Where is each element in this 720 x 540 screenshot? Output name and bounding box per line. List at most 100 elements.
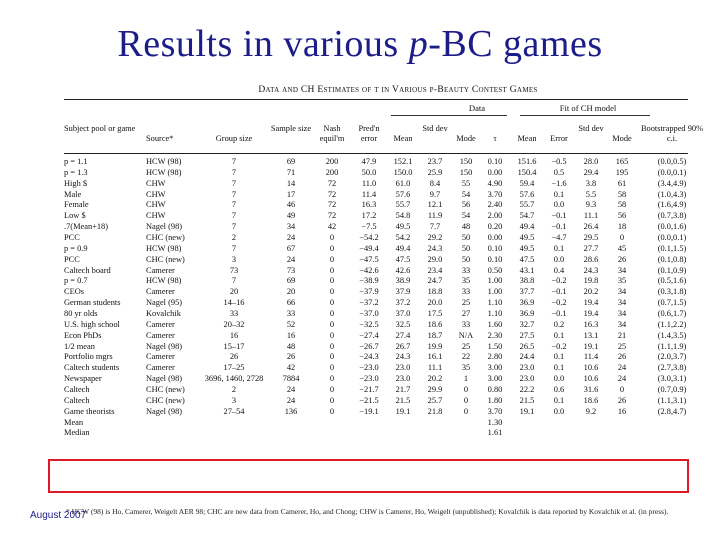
table-cell: 195 bbox=[615, 167, 629, 177]
table-caption: Data and CH Estimates of τ in Various p-… bbox=[258, 85, 538, 95]
table-cell: Caltech board bbox=[64, 265, 111, 275]
table-cell: 150.4 bbox=[517, 167, 537, 177]
table-cell: 59.4 bbox=[519, 178, 535, 188]
table-cell: Nagel (98) bbox=[146, 341, 183, 351]
table-cell: −7.5 bbox=[361, 222, 377, 232]
table-cell: HCW (98) bbox=[146, 167, 182, 177]
table-cell: 49.4 bbox=[519, 222, 535, 232]
table-cell: 18.6 bbox=[427, 319, 443, 329]
table-cell: 24.3 bbox=[583, 265, 599, 275]
table-cell: 42 bbox=[327, 222, 337, 232]
table-cell: 29.4 bbox=[583, 167, 599, 177]
table-cell: 29.5 bbox=[583, 233, 599, 243]
table-cell: 0 bbox=[329, 309, 335, 319]
table-cell: 3.70 bbox=[487, 189, 503, 199]
table-cell: Camerer bbox=[146, 352, 175, 362]
table-cell: (0.0,1.6) bbox=[657, 222, 687, 232]
column-header: Sample size bbox=[270, 124, 312, 133]
table-cell: −1.6 bbox=[551, 178, 567, 188]
table-cell: 20.0 bbox=[427, 298, 443, 308]
table-cell: 33 bbox=[229, 309, 239, 319]
table-cell: 24 bbox=[286, 385, 296, 395]
table-row: U.S. high school Camerer 20–32 52 0 −32.5 32.5… bbox=[64, 320, 708, 331]
empty-cell bbox=[510, 428, 544, 439]
table-cell: 34 bbox=[617, 319, 627, 329]
table-cell: 3.8 bbox=[585, 178, 597, 188]
table-cell: 0.50 bbox=[487, 265, 503, 275]
table-cell: 2.80 bbox=[487, 352, 503, 362]
table-cell: −0.5 bbox=[551, 157, 567, 166]
table-cell: 37.0 bbox=[395, 309, 411, 319]
table-cell: 1 bbox=[463, 374, 469, 384]
table-cell: 38.8 bbox=[519, 276, 535, 286]
table-cell: 3.00 bbox=[487, 363, 503, 373]
table-cell: 12.1 bbox=[427, 200, 443, 210]
data-group-line bbox=[391, 115, 507, 116]
table-cell: 35 bbox=[617, 276, 627, 286]
title-suffix: -BC games bbox=[428, 23, 603, 65]
table-cell: −37.0 bbox=[359, 309, 379, 319]
table-cell: 22 bbox=[461, 352, 471, 362]
table-cell: 37.2 bbox=[395, 298, 411, 308]
table-cell: 2.40 bbox=[487, 200, 503, 210]
table-row: p = 0.7 HCW (98) 7 69 0 −38.9 38.9 24.7 35 1.00 38… bbox=[64, 276, 708, 287]
table-cell: 80 yr olds bbox=[64, 309, 98, 319]
table-cell: 0.80 bbox=[487, 385, 503, 395]
table-cell: 0.0 bbox=[553, 374, 565, 384]
table-cell: 38.9 bbox=[395, 276, 411, 286]
table-cell: (0.5,1.6) bbox=[657, 276, 687, 286]
table-cell: CHW bbox=[146, 189, 166, 199]
empty-cell bbox=[146, 418, 200, 429]
table-cell: Nagel (98) bbox=[146, 406, 183, 416]
table-cell: 27.4 bbox=[395, 330, 411, 340]
table-cell: (1.0,4.3) bbox=[657, 189, 687, 199]
table-cell: Camerer bbox=[146, 330, 175, 340]
table-cell: 49.5 bbox=[519, 233, 535, 243]
table-cell: 9.7 bbox=[429, 189, 441, 199]
column-header: τ bbox=[493, 134, 497, 143]
table-cell: 150.0 bbox=[393, 167, 413, 177]
table-cell: 2.30 bbox=[487, 330, 503, 340]
table-cell: 19.8 bbox=[583, 276, 599, 286]
footnote: * HCW (98) is Ho, Camerer, Weigelt AER 9… bbox=[66, 507, 669, 516]
table-cell: 29.2 bbox=[427, 233, 443, 243]
column-header: Mode bbox=[456, 134, 476, 143]
table-cell: −38.9 bbox=[359, 276, 379, 286]
table-cell: 57.6 bbox=[395, 189, 411, 199]
table-cell: Portfolio mgrs bbox=[64, 352, 113, 362]
table-cell: p = 1.3 bbox=[64, 167, 88, 177]
table-cell: −19.1 bbox=[359, 406, 379, 416]
table-cell: 24 bbox=[617, 363, 627, 373]
table-cell: 29.9 bbox=[427, 385, 443, 395]
table-cell: 0.10 bbox=[487, 254, 503, 264]
table-cell: 0 bbox=[329, 265, 335, 275]
table-cell: 66 bbox=[286, 298, 296, 308]
table-cell: 47.5 bbox=[395, 254, 411, 264]
table-cell: 24 bbox=[286, 395, 296, 405]
table-cell: 0.1 bbox=[553, 243, 565, 253]
table-cell: Male bbox=[64, 189, 82, 199]
table-cell: 58 bbox=[617, 200, 627, 210]
table-row: Caltech students Camerer 17–25 42 0 −23.0 23.0… bbox=[64, 363, 708, 374]
table-cell: .7(Mean+18) bbox=[64, 222, 109, 232]
table-cell: (0.0,0.1) bbox=[657, 167, 687, 177]
empty-cell bbox=[314, 418, 350, 429]
empty-cell bbox=[388, 428, 418, 439]
table-cell: −42.6 bbox=[359, 265, 379, 275]
empty-cell bbox=[574, 418, 608, 429]
table-cell: 16.1 bbox=[427, 352, 443, 362]
table-cell: 11.4 bbox=[361, 189, 377, 199]
table-row: CEOs Camerer 20 20 0 −37.9 37.9 18.8 33 1.00 37.7 −… bbox=[64, 287, 708, 298]
table-cell: 4.90 bbox=[487, 178, 503, 188]
empty-cell bbox=[608, 428, 636, 439]
empty-cell bbox=[510, 418, 544, 429]
table-cell: 27.5 bbox=[519, 330, 535, 340]
table-cell: 200 bbox=[325, 167, 339, 177]
table-cell: 1/2 mean bbox=[64, 341, 95, 351]
table-cell: Camerer bbox=[146, 363, 175, 373]
table-cell: 150 bbox=[459, 167, 473, 177]
table-cell: p = 1.1 bbox=[64, 157, 88, 166]
table-cell: 0 bbox=[329, 330, 335, 340]
table-cell: −23.0 bbox=[359, 374, 379, 384]
table-row: German students Nagel (95) 14–16 66 0 −37.2 37… bbox=[64, 298, 708, 309]
